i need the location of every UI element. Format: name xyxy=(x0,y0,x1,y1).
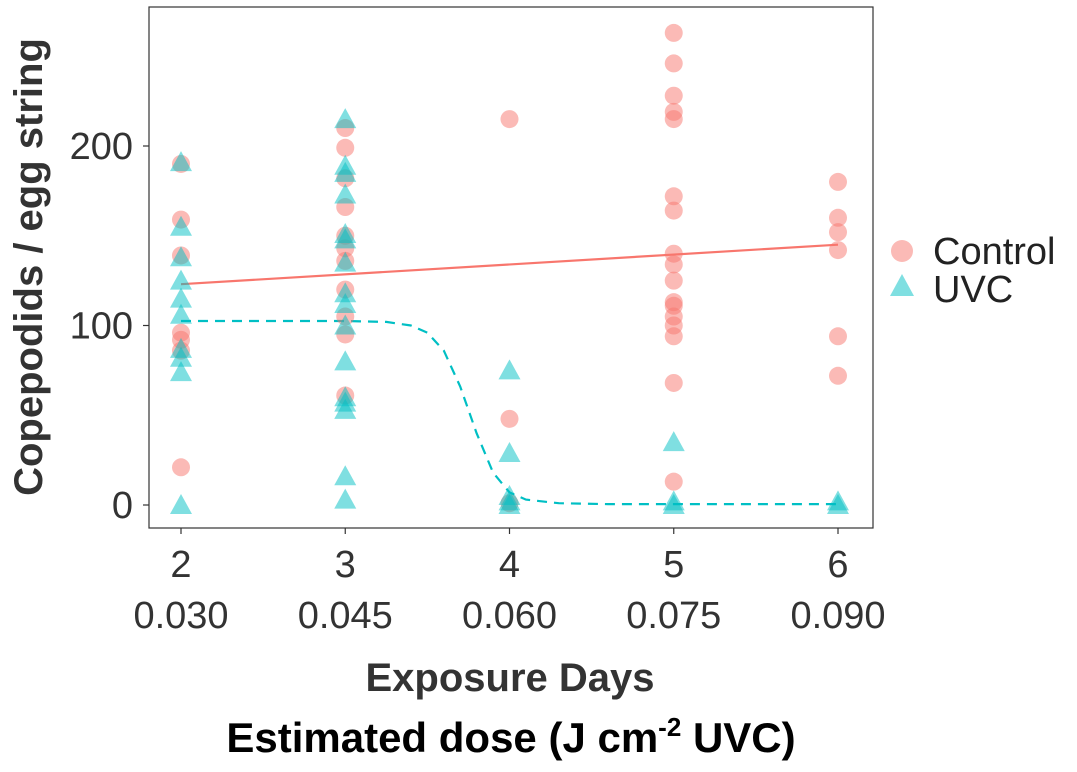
point-control xyxy=(664,110,683,129)
point-uvc xyxy=(662,494,685,514)
x-tick-label-day: 4 xyxy=(499,544,520,586)
x-tick-label-dose: 0.075 xyxy=(626,595,721,637)
legend-control-label: Control xyxy=(933,231,1056,273)
point-uvc xyxy=(827,494,849,514)
point-uvc xyxy=(334,350,357,371)
point-control xyxy=(172,458,190,477)
x-tick-label-day: 6 xyxy=(827,544,848,586)
point-uvc xyxy=(170,269,192,290)
x-tick-label-day: 2 xyxy=(170,544,191,586)
dose-label-superscript: -2 xyxy=(658,712,681,742)
x-tick-label-dose: 0.045 xyxy=(298,595,393,637)
point-uvc xyxy=(334,228,357,249)
plot-panel xyxy=(148,6,874,529)
point-control xyxy=(664,472,683,491)
fit-line-uvc xyxy=(181,319,838,506)
legend: Control UVC xyxy=(890,231,1056,311)
point-control xyxy=(829,366,847,385)
point-uvc xyxy=(170,246,192,267)
point-uvc xyxy=(334,108,357,129)
x-tick-label-dose: 0.060 xyxy=(462,595,557,637)
point-control xyxy=(664,187,683,206)
point-uvc xyxy=(334,161,357,182)
point-control xyxy=(829,172,847,191)
point-control xyxy=(500,409,519,428)
point-uvc xyxy=(498,494,521,514)
point-uvc xyxy=(334,314,357,335)
point-uvc xyxy=(170,494,192,514)
point-uvc xyxy=(334,398,357,419)
point-uvc xyxy=(334,183,357,204)
point-control xyxy=(829,208,847,227)
legend-uvc-triangle-icon xyxy=(890,274,914,296)
x-axis-label: Exposure Days xyxy=(365,656,654,700)
point-control xyxy=(664,271,683,290)
point-control xyxy=(664,54,683,73)
point-uvc xyxy=(498,359,521,380)
point-control xyxy=(336,138,355,157)
point-control xyxy=(829,241,847,260)
point-uvc xyxy=(170,215,192,236)
point-uvc xyxy=(334,282,357,303)
x-tick-label-dose: 0.090 xyxy=(790,595,885,637)
point-uvc xyxy=(498,441,521,462)
dose-label-main: Estimated dose (J cm xyxy=(226,714,658,761)
point-control xyxy=(664,86,683,105)
dose-label-end: UVC) xyxy=(681,714,795,761)
point-uvc xyxy=(170,361,192,382)
point-control xyxy=(664,255,683,274)
y-tick-label: 100 xyxy=(70,306,133,348)
point-uvc xyxy=(170,346,192,367)
y-axis-label: Copepodids / egg string xyxy=(7,38,51,496)
fit-line-control xyxy=(180,243,839,286)
x-tick-label-day: 5 xyxy=(663,544,684,586)
point-control xyxy=(829,327,847,346)
x-tick-label-dose: 0.030 xyxy=(133,595,228,637)
x-axis-label-dose: Estimated dose (J cm-2 UVC) xyxy=(226,712,795,761)
point-control xyxy=(664,327,683,346)
point-uvc xyxy=(170,303,192,324)
point-uvc xyxy=(334,465,357,486)
point-uvc xyxy=(170,287,192,308)
y-tick-label: 0 xyxy=(112,485,133,527)
point-uvc xyxy=(334,251,357,272)
point-control xyxy=(664,201,683,220)
point-control xyxy=(829,223,847,242)
point-control xyxy=(664,373,683,392)
point-uvc xyxy=(662,431,685,452)
point-uvc xyxy=(334,488,357,509)
legend-control-circle-icon xyxy=(891,240,913,262)
point-control xyxy=(664,23,683,42)
point-uvc xyxy=(334,292,357,313)
y-tick-label: 200 xyxy=(70,126,133,168)
point-control xyxy=(500,110,519,129)
legend-uvc-label: UVC xyxy=(933,269,1013,311)
point-uvc xyxy=(170,151,192,172)
x-tick-label-day: 3 xyxy=(335,544,356,586)
